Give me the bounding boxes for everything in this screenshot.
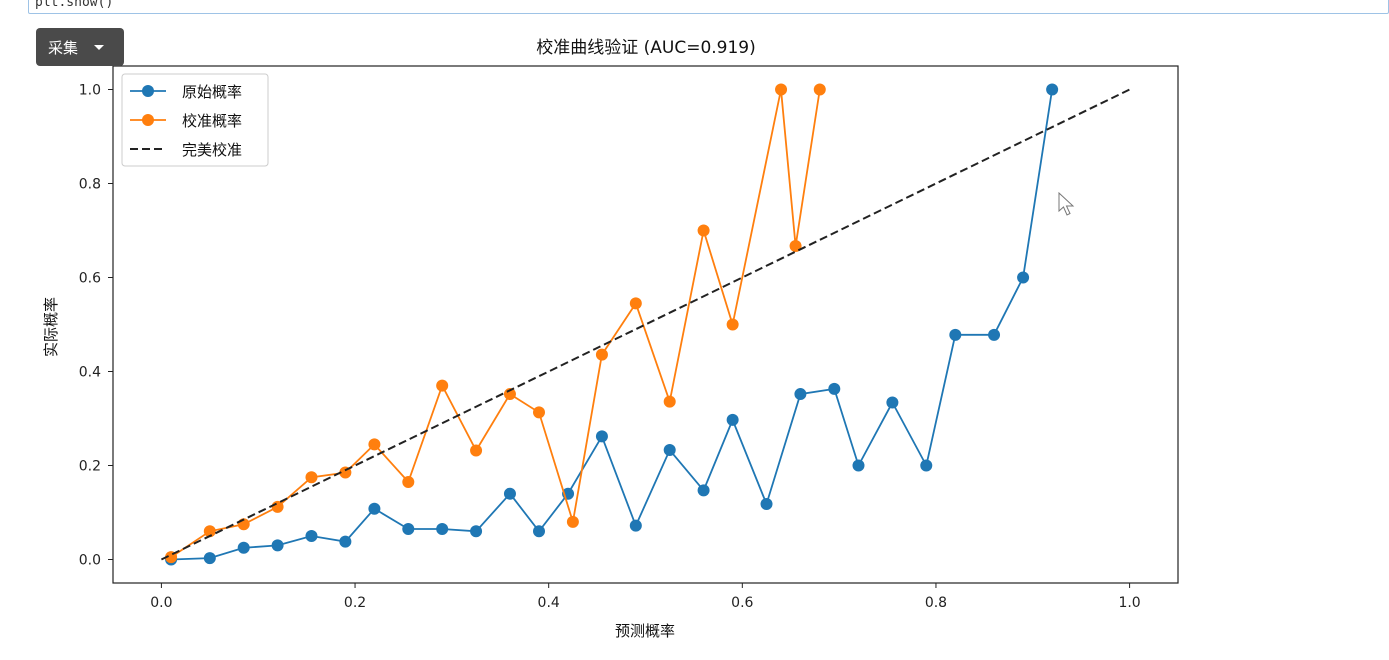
data-point [203,552,216,565]
data-point [595,430,608,443]
chart-title: 校准曲线验证 (AUC=0.919) [536,38,756,58]
x-tick-label: 0.8 [925,595,947,611]
legend-marker [142,114,154,126]
data-point [663,443,676,456]
x-axis-ticks: 0.0 0.2 0.4 0.6 0.8 1.0 [150,583,1141,611]
x-tick-label: 0.2 [344,595,366,611]
x-tick-label: 0.0 [150,595,172,611]
legend-label: 校准概率 [182,112,242,130]
data-point [726,413,739,426]
x-tick-label: 1.0 [1118,595,1140,611]
legend-label: 完美校准 [182,141,242,159]
code-cell-text: plt.show() [35,0,114,10]
legend-label: 原始概率 [182,83,242,101]
data-point [775,83,788,96]
collect-button-label: 采集 [48,38,79,57]
data-point [1017,271,1030,284]
data-point [988,328,1001,341]
y-tick-label: 0.0 [79,553,101,569]
caret-down-icon [94,44,105,50]
data-point [436,379,449,392]
data-point [402,522,415,535]
data-point [920,459,933,472]
data-point [305,471,318,484]
data-point [629,297,642,310]
data-point [697,484,710,497]
series-line [160,88,1131,561]
data-point [566,515,579,528]
data-point [436,522,449,535]
data-point [760,498,773,511]
plot-frame [112,65,1179,584]
data-point [789,240,802,253]
mouse-cursor-icon [1058,192,1075,216]
y-tick-label: 1.0 [79,83,101,99]
data-point [663,395,676,408]
data-point [470,444,483,457]
data-point [1046,83,1059,96]
data-point [203,525,216,538]
data-point [629,519,642,532]
y-tick-label: 0.8 [79,177,101,193]
data-point [852,459,865,472]
data-point [503,487,516,500]
legend-box [121,73,269,167]
data-point [886,396,899,409]
data-point [794,388,807,401]
collect-button[interactable]: 采集 [36,28,124,66]
data-point [402,475,415,488]
data-point [339,535,352,548]
series-layer [160,83,1131,566]
data-point [949,328,962,341]
x-tick-label: 0.6 [731,595,753,611]
data-point [533,406,545,419]
data-point [595,348,608,361]
data-point [470,525,483,538]
y-axis-label: 实际概率 [42,297,60,357]
data-point [271,500,284,513]
data-point [828,382,841,395]
data-point [305,530,318,542]
y-tick-label: 0.2 [79,459,101,475]
x-tick-label: 0.4 [538,595,560,611]
data-point [813,83,826,96]
data-point [533,525,545,538]
data-point [368,438,381,451]
x-axis-label: 预测概率 [615,622,675,640]
series-line [171,89,1053,561]
y-tick-label: 0.6 [79,271,101,287]
data-point [368,502,381,515]
data-point [271,539,284,552]
y-tick-label: 0.4 [79,365,101,381]
data-point [697,224,710,237]
data-point [237,541,250,554]
data-point [726,318,739,331]
legend-marker [142,85,154,97]
y-axis-ticks: 0.0 0.2 0.4 0.6 0.8 1.0 [79,83,113,569]
